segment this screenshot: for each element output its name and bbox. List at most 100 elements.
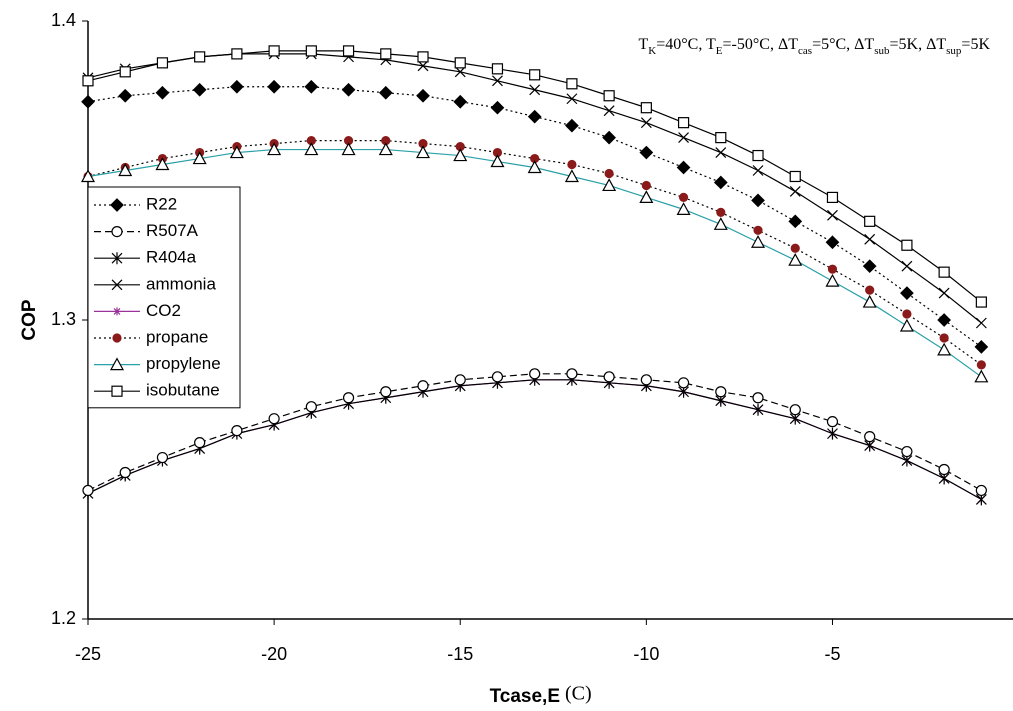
marker xyxy=(156,57,169,69)
marker xyxy=(341,142,356,156)
marker xyxy=(111,252,123,265)
marker xyxy=(118,88,133,103)
marker xyxy=(603,90,615,102)
annotation-text: =40°C, T xyxy=(656,36,716,53)
marker xyxy=(789,170,801,183)
marker xyxy=(304,79,319,94)
marker xyxy=(81,94,95,109)
marker xyxy=(715,132,727,144)
marker xyxy=(230,79,244,94)
annotation-subscript: sub xyxy=(874,45,890,57)
marker xyxy=(901,260,913,272)
marker xyxy=(267,79,281,94)
marker xyxy=(715,386,727,398)
marker xyxy=(82,484,94,497)
marker xyxy=(342,45,355,57)
marker xyxy=(826,191,839,204)
marker xyxy=(865,285,875,295)
marker xyxy=(194,51,206,63)
marker xyxy=(713,175,728,190)
y-axis-label: COP xyxy=(19,299,40,341)
marker xyxy=(566,368,578,380)
marker xyxy=(899,318,914,332)
marker xyxy=(640,374,652,386)
marker xyxy=(566,78,578,90)
marker xyxy=(864,233,876,245)
x-tick-label: -10 xyxy=(633,644,659,664)
marker xyxy=(417,380,429,392)
marker xyxy=(192,151,207,165)
marker xyxy=(974,340,989,354)
marker xyxy=(231,425,243,437)
y-tick-label: 1.3 xyxy=(51,309,76,329)
marker xyxy=(827,264,838,274)
marker xyxy=(111,226,123,238)
marker xyxy=(976,360,986,370)
marker xyxy=(975,296,987,308)
legend-label: R22 xyxy=(146,194,177,213)
marker xyxy=(676,202,691,215)
marker xyxy=(603,371,615,383)
marker xyxy=(901,445,913,458)
marker xyxy=(603,105,615,117)
marker xyxy=(529,84,541,96)
marker xyxy=(751,193,765,208)
marker xyxy=(677,377,690,389)
marker xyxy=(602,178,617,192)
marker xyxy=(567,159,577,170)
x-tick-label: -25 xyxy=(75,644,101,664)
legend-label: propane xyxy=(146,327,208,346)
marker xyxy=(975,484,987,497)
marker xyxy=(753,225,763,235)
marker xyxy=(268,45,280,57)
x-axis-label: Tcase,E xyxy=(490,686,560,707)
marker xyxy=(305,401,317,413)
marker xyxy=(641,180,651,191)
x-tick-label: -20 xyxy=(261,644,287,664)
marker xyxy=(304,142,319,156)
marker xyxy=(937,342,952,356)
marker xyxy=(453,148,468,162)
y-tick-label: 1.4 xyxy=(51,10,76,30)
marker xyxy=(788,252,803,266)
marker xyxy=(378,142,393,156)
marker xyxy=(491,63,504,75)
marker xyxy=(416,88,430,103)
annotation-subscript: K xyxy=(648,45,656,57)
marker xyxy=(864,215,876,227)
annotation-text: =5°C, ΔT xyxy=(812,36,874,53)
legend: R22 R507A R404a ammonia CO2 propane propylene i… xyxy=(87,186,241,409)
marker xyxy=(752,149,764,162)
marker xyxy=(415,145,431,159)
x-axis-unit: (C) xyxy=(565,683,592,705)
marker xyxy=(676,160,691,175)
marker xyxy=(789,404,801,416)
marker xyxy=(677,117,690,129)
marker xyxy=(826,416,839,428)
marker xyxy=(938,266,950,278)
legend-box xyxy=(87,186,241,409)
marker xyxy=(640,117,652,129)
marker xyxy=(900,286,914,300)
legend-label: propylene xyxy=(146,354,221,373)
marker xyxy=(80,169,96,183)
marker xyxy=(229,145,244,159)
marker xyxy=(417,60,429,72)
marker xyxy=(82,75,94,87)
marker xyxy=(715,147,727,158)
legend-label: ammonia xyxy=(146,274,216,293)
marker xyxy=(119,466,131,479)
marker xyxy=(305,45,317,57)
marker xyxy=(565,118,579,133)
marker xyxy=(527,109,542,124)
legend-label: isobutane xyxy=(146,381,220,400)
marker xyxy=(454,374,466,386)
annotation-subscript: sup xyxy=(946,45,962,57)
marker xyxy=(938,287,950,299)
marker xyxy=(937,313,951,327)
marker xyxy=(902,309,912,319)
marker xyxy=(827,209,838,221)
marker xyxy=(864,431,876,443)
marker xyxy=(901,239,913,251)
